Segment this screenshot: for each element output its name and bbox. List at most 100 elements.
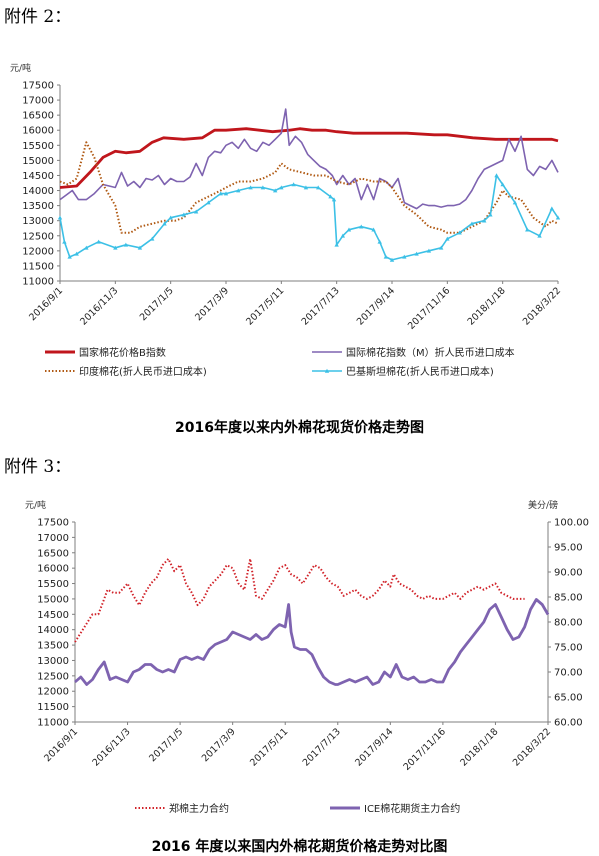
series-point [113, 245, 118, 250]
futures-price-chart: 元/吨 美分/磅 11000 11500 12000 12500 13000 13500 140… [25, 499, 589, 815]
series-point [223, 191, 229, 196]
series-point [482, 218, 487, 223]
series-point [445, 236, 450, 241]
y-axis-label: 元/吨 [10, 62, 31, 74]
y-right-tick-label: 80.00 [554, 618, 583, 629]
series-point [371, 227, 376, 232]
y-right-tick-label: 65.00 [554, 693, 583, 704]
series-point [248, 185, 253, 190]
y-tick-label: 17500 [22, 81, 54, 92]
y-tick-label: 15000 [37, 594, 69, 605]
y-tick-label: 12000 [37, 687, 69, 698]
y-tick-label: 16000 [37, 564, 69, 575]
y-tick-label: 11500 [37, 702, 69, 713]
chart-2-caption: 2016 年度以来国内外棉花期货价格走势对比图 [151, 839, 448, 855]
series-point [383, 254, 389, 259]
x-tick-label: 2017/9/14 [355, 285, 397, 327]
y-tick-label: 14500 [22, 171, 54, 182]
series-point [500, 182, 505, 187]
series-line-0 [74, 557, 525, 643]
series-point [303, 185, 309, 190]
x-tick-label: 2017/9/14 [353, 726, 395, 768]
y-tick-label: 16500 [37, 548, 69, 559]
series-point [549, 206, 555, 211]
attachment-3-label: 附件 3： [4, 457, 72, 477]
x-tick-label: 2016/11/3 [78, 285, 120, 327]
series-point [84, 245, 89, 250]
series-point [340, 233, 346, 238]
series-point [402, 254, 407, 259]
series-point [162, 221, 167, 226]
legend-label-0: 国家棉花价格B指数 [79, 346, 166, 359]
series-point [279, 185, 284, 190]
y-tick-label: 12500 [22, 231, 54, 242]
x-tick-label: 2017/7/13 [301, 726, 343, 768]
legend-label-3: 巴基斯坦棉花(折人民币进口成本) [346, 365, 494, 378]
x-tick-label: 2017/11/16 [406, 285, 453, 332]
series-point [525, 227, 530, 232]
series-point [316, 185, 321, 190]
series-point [236, 188, 241, 193]
x-tick-label: 2017/1/5 [147, 726, 185, 764]
y-tick-label: 13500 [22, 201, 54, 212]
y-tick-label: 14500 [37, 610, 69, 621]
series-point [328, 194, 333, 199]
x-tick-label: 2017/5/11 [244, 285, 286, 327]
series-point [206, 200, 211, 205]
x-tick-label: 2018/3/22 [511, 726, 553, 768]
y-tick-label: 15500 [22, 141, 54, 152]
series-point [512, 200, 518, 205]
series-point [494, 173, 499, 178]
series-point [555, 215, 561, 220]
x-tick-label: 2016/9/1 [42, 726, 80, 764]
y-tick-label: 13000 [22, 216, 54, 227]
x-tick-label: 2017/7/13 [300, 285, 342, 327]
x-tick-label: 2018/3/22 [521, 285, 563, 327]
series-point [331, 197, 337, 202]
y-axis-right-label: 美分/磅 [528, 499, 558, 511]
series-line-0 [59, 127, 559, 189]
y-tick-label: 15000 [22, 156, 54, 167]
series-point [377, 239, 382, 244]
series-point [74, 251, 79, 256]
series-point [426, 248, 432, 253]
y-tick-label: 11500 [22, 261, 54, 272]
series-line-1 [74, 598, 550, 686]
series-point [67, 254, 72, 259]
y-right-tick-label: 75.00 [554, 643, 583, 654]
legend-label-0: 郑棉主力合约 [169, 802, 229, 815]
series-point [260, 185, 266, 190]
series-point [62, 239, 67, 244]
x-tick-label: 2018/1/18 [458, 726, 500, 768]
y-tick-label: 13500 [37, 641, 69, 652]
series-point [469, 221, 475, 226]
y-right-tick-label: 95.00 [554, 543, 583, 554]
legend-label-1: 国际棉花指数（M）折人民币进口成本 [346, 346, 515, 359]
y-tick-label: 14000 [22, 186, 54, 197]
series-point [414, 251, 419, 256]
series-point [438, 245, 444, 250]
x-tick-label: 2017/3/9 [200, 726, 238, 764]
attachment-2-label: 附件 2： [4, 7, 72, 27]
series-point [193, 209, 199, 214]
chart-1-caption: 2016年度以来内外棉花现货价格走势图 [175, 420, 424, 436]
series-point [272, 188, 278, 193]
legend-marker [324, 368, 330, 373]
y-tick-label: 17500 [37, 518, 69, 529]
legend-label-2: 印度棉花(折人民币进口成本) [79, 365, 207, 378]
series-point [537, 233, 542, 238]
y-tick-label: 16000 [22, 126, 54, 137]
y-tick-label: 11000 [22, 277, 54, 288]
series-point [389, 257, 395, 262]
series-point [150, 236, 155, 241]
x-tick-label: 2017/3/9 [193, 285, 231, 323]
x-tick-label: 2018/1/18 [466, 285, 508, 327]
series-point [123, 242, 129, 247]
series-line-3 [59, 174, 559, 261]
y-right-tick-label: 85.00 [554, 593, 583, 604]
legend-label-1: ICE棉花期货主力合约 [364, 802, 460, 815]
series-point [457, 230, 462, 235]
series-point [96, 239, 101, 244]
series-point [181, 212, 187, 217]
y-tick-label: 15500 [37, 579, 69, 590]
